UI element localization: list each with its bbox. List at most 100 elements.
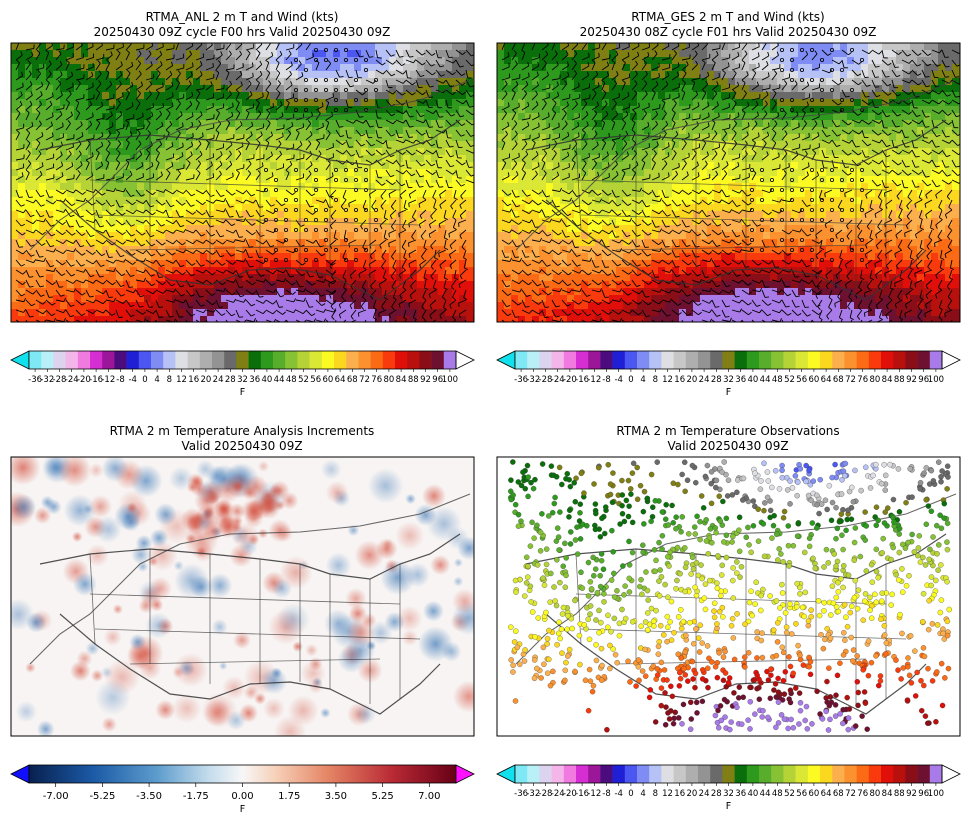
- colorbar-tick-label: 32: [723, 375, 734, 385]
- map-anl-frame: [10, 42, 475, 323]
- colorbar-tick-label: 84: [882, 789, 893, 799]
- colorbar-tick-label: 4: [640, 789, 645, 799]
- colorbar-tick-label: -28: [53, 375, 67, 385]
- map-obs[interactable]: [497, 457, 960, 736]
- colorbar-tick-label: -12: [587, 789, 601, 799]
- colorbar-tick-label: -4: [128, 375, 136, 385]
- colorbar-tick-label: 88: [894, 375, 905, 385]
- panel-ges-title-line1: RTMA_GES 2 m T and Wind (kts): [631, 10, 824, 24]
- colorbar-tick-label: -24: [65, 375, 79, 385]
- colorbar-tick-label: -28: [539, 375, 553, 385]
- colorbar-unit-label: F: [726, 387, 731, 398]
- colorbar-obs: -36-32-28-24-20-16-12 -8 -4 0 4 8 12 16 20 24 28 32…: [496, 764, 961, 812]
- colorbar-tick-label: 80: [869, 375, 880, 385]
- colorbar-unit-label: F: [240, 387, 245, 398]
- colorbar-tick-label: -24: [551, 375, 565, 385]
- colorbar-tick-label: 5.25: [371, 791, 393, 802]
- colorbar-tick-label: 48: [286, 375, 297, 385]
- colorbar-tick-label: 52: [298, 375, 309, 385]
- colorbar-tick-label: 24: [699, 375, 710, 385]
- colorbar-tick-label: -8: [602, 789, 610, 799]
- state-borders-anl: [29, 79, 471, 301]
- colorbar-tick-label: 64: [335, 375, 346, 385]
- map-inc[interactable]: [0, 450, 486, 748]
- colorbar-tick-label: 40: [747, 789, 758, 799]
- colorbar-tick-label: 24: [699, 789, 710, 799]
- colorbar-tick-label: -24: [551, 789, 565, 799]
- colorbar-tick-label: 72: [845, 789, 856, 799]
- wind-barbs-ges: [501, 43, 960, 322]
- colorbar-tick-label: -1.75: [183, 791, 209, 802]
- colorbar-tick-label: 40: [747, 375, 758, 385]
- colorbar-tick-label: 1.75: [278, 791, 300, 802]
- colorbar-tick-label: 92: [906, 375, 917, 385]
- colorbar-tick-label: -32: [526, 375, 540, 385]
- colorbar-tick-label: -4: [614, 789, 622, 799]
- colorbar-tick-label: 60: [322, 375, 333, 385]
- panel-anl-title: RTMA_ANL 2 m T and Wind (kts) 20250430 0…: [94, 10, 391, 39]
- colorbar-tick-label: 0: [628, 375, 633, 385]
- panel-ges-title: RTMA_GES 2 m T and Wind (kts) 20250430 0…: [580, 10, 877, 39]
- colorbar-tick-label: -3.50: [136, 791, 162, 802]
- colorbar-tick-label: 16: [188, 375, 199, 385]
- colorbar-tick-label: -4: [614, 375, 622, 385]
- colorbar-tick-label: -20: [563, 375, 577, 385]
- colorbar-tick-label: 56: [796, 789, 807, 799]
- colorbar-tick-label: 96: [918, 375, 929, 385]
- map-ges[interactable]: [497, 40, 967, 330]
- colorbar-tick-label: 36: [735, 789, 746, 799]
- colorbar-tick-label: 20: [686, 789, 697, 799]
- colorbar-tick-label: 8: [653, 375, 658, 385]
- map-anl[interactable]: [11, 40, 481, 330]
- colorbar-tick-label: -20: [77, 375, 91, 385]
- colorbar-tick-label: 68: [833, 375, 844, 385]
- colorbar-tick-label: 48: [772, 375, 783, 385]
- colorbar-tick-label: -32: [40, 375, 54, 385]
- colorbar-tick-label: 48: [772, 789, 783, 799]
- colorbar-tick-label: -12: [101, 375, 115, 385]
- colorbar-unit-label: F: [726, 801, 731, 812]
- colorbar-tick-label: 28: [225, 375, 236, 385]
- panel-anl-title-line1: RTMA_ANL 2 m T and Wind (kts): [146, 10, 339, 24]
- colorbar-tick-label: 12: [662, 375, 673, 385]
- colorbar-tick-label: 12: [176, 375, 187, 385]
- colorbar-tick-label: 32: [723, 789, 734, 799]
- colorbar-tick-label: 88: [894, 789, 905, 799]
- panel-obs-title-line2: Valid 20250430 09Z: [667, 439, 788, 453]
- colorbar-tick-label: 52: [784, 375, 795, 385]
- colorbar-tick-label: 100: [928, 789, 944, 799]
- colorbar-tick-label: 8: [167, 375, 172, 385]
- colorbar-tick-label: 28: [711, 375, 722, 385]
- colorbar-tick-label: 68: [347, 375, 358, 385]
- colorbar-tick-label: -32: [526, 789, 540, 799]
- colorbar-tick-label: 88: [408, 375, 419, 385]
- colorbar-tick-label: -36: [28, 375, 42, 385]
- colorbar-tick-label: -28: [539, 789, 553, 799]
- colorbar-tick-label: 72: [845, 375, 856, 385]
- colorbar-tick-label: 0: [628, 789, 633, 799]
- colorbar-tick-label: 72: [359, 375, 370, 385]
- panel-obs-title-line1: RTMA 2 m Temperature Observations: [616, 424, 839, 438]
- colorbar-tick-label: 40: [261, 375, 272, 385]
- colorbar-tick-label: -16: [575, 789, 589, 799]
- colorbar-tick-label: -16: [89, 375, 103, 385]
- colorbar-tick-label: -8: [116, 375, 124, 385]
- colorbar-tick-label: 32: [237, 375, 248, 385]
- colorbar-tick-label: 96: [918, 789, 929, 799]
- panel-inc-title-line2: Valid 20250430 09Z: [181, 439, 302, 453]
- state-borders-obs: [515, 493, 957, 715]
- colorbar-tick-label: 36: [735, 375, 746, 385]
- colorbar-tick-label: -20: [563, 789, 577, 799]
- colorbar-tick-label: 80: [869, 789, 880, 799]
- temperature-field-ges: [497, 43, 960, 322]
- colorbar-tick-label: 56: [310, 375, 321, 385]
- colorbar-tick-label: 60: [808, 375, 819, 385]
- colorbar-tick-label: 4: [154, 375, 159, 385]
- colorbar-tick-label: -8: [602, 375, 610, 385]
- map-inc-frame: [10, 456, 475, 737]
- panel-obs-title: RTMA 2 m Temperature Observations Valid …: [616, 424, 839, 453]
- colorbar-tick-label: 0.00: [231, 791, 253, 802]
- colorbar-tick-label: 92: [906, 789, 917, 799]
- state-borders-inc: [29, 493, 471, 715]
